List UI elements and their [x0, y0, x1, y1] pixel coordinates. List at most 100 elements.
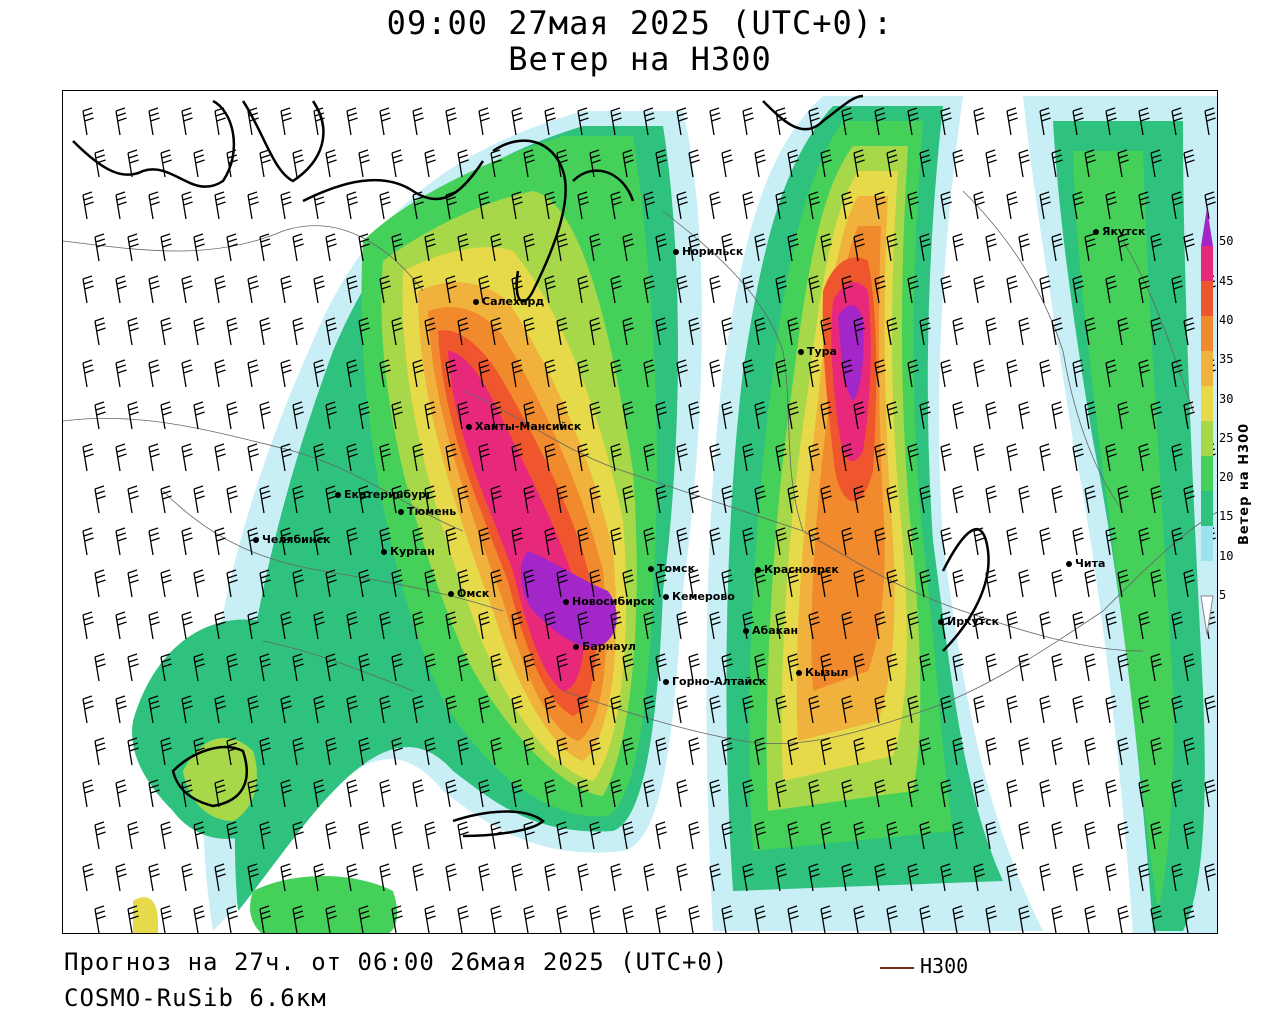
wind-barb — [808, 695, 820, 724]
wind-barb — [247, 275, 259, 304]
wind-barb — [115, 359, 127, 388]
wind-barb — [511, 779, 523, 808]
colorbar-tick: 50 — [1219, 234, 1234, 249]
wind-barb — [193, 821, 205, 850]
wind-barb — [148, 863, 160, 892]
wind-barb — [412, 107, 424, 136]
wind-barb — [424, 653, 436, 682]
wind-barb — [589, 233, 601, 262]
wind-barb — [1117, 737, 1129, 766]
wind-barb — [1105, 443, 1117, 472]
wind-barb — [610, 527, 622, 556]
wind-barb — [655, 149, 667, 178]
wind-barb — [226, 569, 238, 598]
wind-barb — [424, 149, 436, 178]
wind-barb — [787, 569, 799, 598]
wind-barb — [919, 485, 931, 514]
wind-barb — [94, 737, 106, 766]
wind-barb — [259, 737, 271, 766]
wind-barb — [754, 317, 766, 346]
wind-barb — [643, 359, 655, 388]
wind-barb — [445, 443, 457, 472]
wind-barb — [973, 695, 985, 724]
wind-barb — [82, 443, 94, 472]
wind-barb — [610, 107, 622, 136]
wind-barb — [325, 569, 337, 598]
wind-barb — [622, 401, 634, 430]
wind-barb — [787, 905, 799, 933]
wind-barb — [841, 695, 853, 724]
wind-barb — [346, 863, 358, 892]
wind-barb — [511, 611, 523, 640]
wind-barb — [622, 233, 634, 262]
wind-barb — [1084, 821, 1096, 850]
wind-barb — [1084, 401, 1096, 430]
wind-barb — [985, 401, 997, 430]
wind-barb — [214, 359, 226, 388]
wind-barb — [886, 149, 898, 178]
wind-barb — [808, 443, 820, 472]
model-caption: COSMO-RuSib 6.6км — [64, 984, 327, 1012]
wind-barb — [457, 905, 469, 933]
wind-barb — [1183, 233, 1195, 262]
wind-barb — [721, 737, 733, 766]
wind-barb — [160, 821, 172, 850]
wind-barb — [1006, 863, 1018, 892]
wind-barb — [1204, 107, 1216, 136]
wind-barb — [775, 527, 787, 556]
wind-barb — [1006, 107, 1018, 136]
wind-barb — [412, 443, 424, 472]
wind-barb — [655, 821, 667, 850]
wind-barb — [676, 695, 688, 724]
wind-barb — [820, 905, 832, 933]
city-name: Салехард — [482, 295, 545, 308]
city-name: Горно-Алтайск — [672, 675, 767, 688]
wind-barb — [841, 443, 853, 472]
wind-barb — [1183, 569, 1195, 598]
wind-barb — [721, 821, 733, 850]
wind-barb — [445, 695, 457, 724]
wind-barb — [1018, 233, 1030, 262]
city-name: Курган — [390, 545, 435, 558]
wind-barb — [412, 191, 424, 220]
colorbar-swatch — [1201, 561, 1213, 597]
wind-barb — [643, 611, 655, 640]
wind-barb — [1039, 359, 1051, 388]
wind-barb — [346, 107, 358, 136]
wind-barb — [478, 275, 490, 304]
wind-barb — [874, 191, 886, 220]
wind-barb — [655, 737, 667, 766]
wind-barb — [1072, 863, 1084, 892]
wind-barb — [1051, 317, 1063, 346]
wind-barb — [1171, 611, 1183, 640]
wind-barb — [1117, 821, 1129, 850]
wind-barb — [1105, 275, 1117, 304]
wind-barb — [808, 107, 820, 136]
wind-barb — [808, 275, 820, 304]
wind-barb — [985, 569, 997, 598]
wind-barb — [523, 569, 535, 598]
colorbar-tick: 20 — [1219, 470, 1234, 485]
wind-barb — [709, 527, 721, 556]
wind-barb — [709, 443, 721, 472]
wind-barb — [853, 569, 865, 598]
wind-barb — [643, 779, 655, 808]
wind-barb — [985, 737, 997, 766]
wind-barb — [1105, 863, 1117, 892]
wind-barb — [148, 779, 160, 808]
wind-barb — [787, 401, 799, 430]
wind-barb — [610, 275, 622, 304]
wind-barb — [874, 275, 886, 304]
wind-barb — [688, 653, 700, 682]
wind-barb — [379, 695, 391, 724]
city-dot — [1066, 561, 1072, 567]
wind-barb — [1138, 611, 1150, 640]
wind-barb — [115, 779, 127, 808]
wind-barb — [1039, 779, 1051, 808]
wind-barb — [412, 779, 424, 808]
wind-barb — [1171, 443, 1183, 472]
wind-barb — [742, 107, 754, 136]
wind-barb — [985, 821, 997, 850]
wind-barb — [247, 107, 259, 136]
wind-barb — [478, 359, 490, 388]
